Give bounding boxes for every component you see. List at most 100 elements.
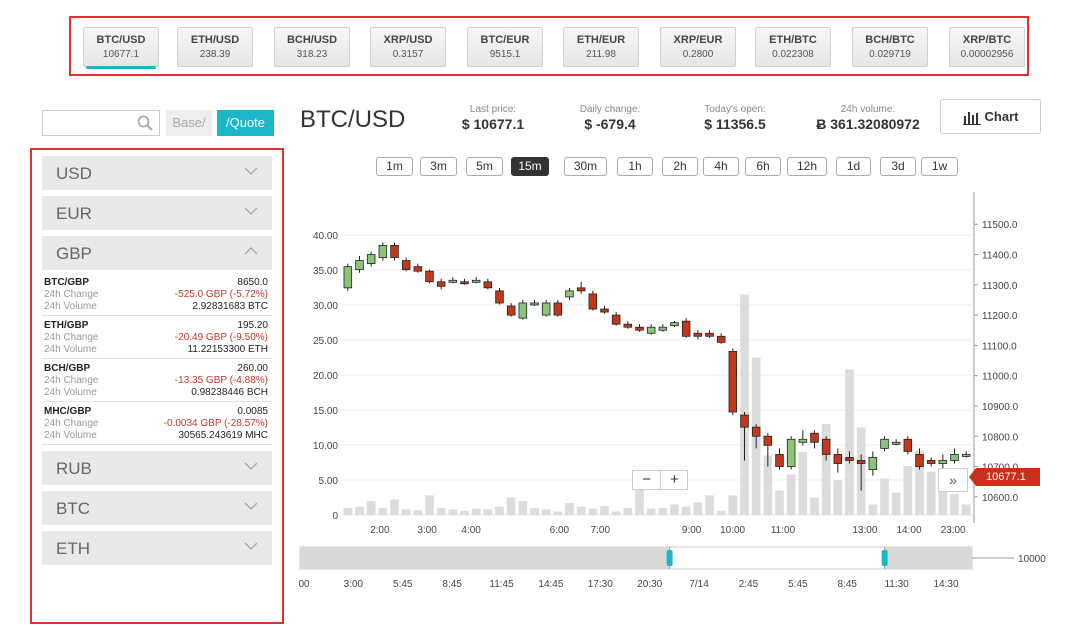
section-rub[interactable]: RUB <box>42 451 272 485</box>
zoom-in-button[interactable]: + <box>670 471 679 488</box>
search-input[interactable] <box>42 110 160 136</box>
candle-body <box>798 438 808 443</box>
candle-body <box>681 320 691 337</box>
navigator-mask-left <box>300 547 670 569</box>
timeframe-12h[interactable]: 12h <box>787 157 827 176</box>
candle-body <box>763 435 773 446</box>
ticker-eth-btc[interactable]: ETH/BTC 0.022308 <box>755 27 831 67</box>
navigator-time-label: 5:45 <box>788 579 808 590</box>
navigator-time-label: 17:30 <box>588 579 613 590</box>
timeframe-1w[interactable]: 1w <box>921 157 958 176</box>
ticker-pair: ETH/BTC <box>769 34 817 46</box>
volume-bar <box>810 497 819 515</box>
timeframe-2h[interactable]: 2h <box>662 157 698 176</box>
candle-body <box>903 438 913 452</box>
section-eur[interactable]: EUR <box>42 196 272 230</box>
timeframe-3d[interactable]: 3d <box>880 157 916 176</box>
current-price-tag: 10677.1 <box>969 468 1040 486</box>
candle-body <box>915 454 924 467</box>
time-axis-label: 10:00 <box>720 525 745 536</box>
candle-body <box>541 302 551 316</box>
pair-row-mhc-gbp[interactable]: MHC/GBP 0.0085 24h Change -0.0034 GBP (-28.… <box>42 402 272 445</box>
navigator-time-label: 11:45 <box>489 579 514 590</box>
volume-tick-label: 15.00 <box>313 406 338 417</box>
volume-bar <box>891 492 901 515</box>
quote-toggle[interactable]: /Quote <box>217 110 274 136</box>
pair-row-eth-gbp[interactable]: ETH/GBP 195.20 24h Change -20.49 GBP (-9.50… <box>42 316 272 359</box>
candle-body <box>471 279 481 283</box>
volume-tick-label: 0 <box>332 511 338 522</box>
timeframe-1h[interactable]: 1h <box>617 157 653 176</box>
price-tick-label: 11200.0 <box>982 311 1018 322</box>
price-tick-label: 11300.0 <box>982 281 1018 292</box>
time-axis-label: 11:00 <box>771 525 796 536</box>
time-axis-label: 4:00 <box>461 525 481 536</box>
volume-bar <box>600 505 609 515</box>
candle-body <box>775 454 784 467</box>
pair-volume: 0.98238446 BCH <box>191 387 268 398</box>
ticker-eth-eur[interactable]: ETH/EUR 211.98 <box>563 27 639 67</box>
pair-volume: 11.22153300 ETH <box>187 344 268 355</box>
section-gbp[interactable]: GBP <box>42 236 272 270</box>
candle-body <box>518 302 528 319</box>
ticker-xrp-eur[interactable]: XRP/EUR 0.2800 <box>660 27 736 67</box>
section-eth[interactable]: ETH <box>42 531 272 565</box>
ticker-pair: BTC/EUR <box>480 34 530 46</box>
timeframe-3m[interactable]: 3m <box>420 157 457 176</box>
volume-bar <box>775 490 784 515</box>
time-axis-label: 2:00 <box>370 525 390 536</box>
section-btc[interactable]: BTC <box>42 491 272 525</box>
ticker-pair: XRP/BTC <box>962 34 1012 46</box>
timeframe-15m[interactable]: 15m <box>511 157 549 176</box>
chart-button[interactable]: Chart <box>940 99 1041 134</box>
price-tick-label: 11000.0 <box>982 372 1018 383</box>
navigator-time-label: 14:30 <box>933 579 958 590</box>
timeframe-4h[interactable]: 4h <box>703 157 739 176</box>
scroll-right-button[interactable]: » <box>938 468 968 492</box>
timeframe-30m[interactable]: 30m <box>564 157 607 176</box>
pair-change: -0.0034 GBP (-28.57%) <box>163 418 268 429</box>
candle-body <box>810 432 819 443</box>
timeframe-1m[interactable]: 1m <box>376 157 413 176</box>
ticker-eth-usd[interactable]: ETH/USD 238.39 <box>177 27 253 67</box>
timeframe-1d[interactable]: 1d <box>836 157 871 176</box>
volume-tick-label: 40.00 <box>313 231 338 242</box>
candle-body <box>740 414 749 428</box>
volume-tick-label: 5.00 <box>319 476 339 487</box>
timeframe-6h[interactable]: 6h <box>745 157 781 176</box>
candle-body <box>425 270 434 283</box>
ticker-btc-usd[interactable]: BTC/USD 10677.1 <box>83 27 159 69</box>
volume-bar <box>530 508 539 515</box>
ticker-bch-usd[interactable]: BCH/USD 318.23 <box>274 27 350 67</box>
candle-body <box>448 279 458 283</box>
ticker-btc-eur[interactable]: BTC/EUR 9515.1 <box>467 27 543 67</box>
base-toggle[interactable]: Base/ <box>166 110 212 136</box>
time-axis-label: 23:00 <box>941 525 966 536</box>
volume-label: 24h Volume <box>44 430 97 441</box>
volume-bar <box>425 495 434 515</box>
change-label: 24h Change <box>44 375 99 386</box>
section-usd[interactable]: USD <box>42 156 272 190</box>
candle-body <box>891 441 901 445</box>
candle-body <box>436 281 446 287</box>
daily-change: Daily change: $ -679.4 <box>579 104 641 132</box>
candle-body <box>961 454 971 457</box>
navigator-time-label: 00 <box>298 579 310 590</box>
ticker-bch-btc[interactable]: BCH/BTC 0.029719 <box>852 27 928 67</box>
ticker-pair: ETH/EUR <box>576 34 626 46</box>
candlestick-chart[interactable]: 0 5.00 10.00 15.00 20.00 25.00 30.00 35.00 40.00… <box>290 180 1050 600</box>
price-tick-label: 10600.0 <box>982 493 1019 504</box>
zoom-out-button[interactable]: − <box>633 471 661 489</box>
candle-body <box>938 460 948 464</box>
timeframe-5m[interactable]: 5m <box>466 157 503 176</box>
pair-row-bch-gbp[interactable]: BCH/GBP 260.00 24h Change -13.35 GBP (-4.88… <box>42 359 272 402</box>
ticker-xrp-usd[interactable]: XRP/USD 0.3157 <box>370 27 446 67</box>
ticker-xrp-btc[interactable]: XRP/BTC 0.00002956 <box>949 27 1025 67</box>
candle-body <box>460 281 469 285</box>
ticker-value: 0.3157 <box>392 49 424 60</box>
candle-body <box>378 245 388 258</box>
ticker-pair: XRP/USD <box>383 34 433 46</box>
pair-row-btc-gbp[interactable]: BTC/GBP 8650.0 24h Change -525.0 GBP (-5.72… <box>42 273 272 316</box>
pair-price: 8650.0 <box>237 277 268 288</box>
volume-bar <box>926 471 936 515</box>
